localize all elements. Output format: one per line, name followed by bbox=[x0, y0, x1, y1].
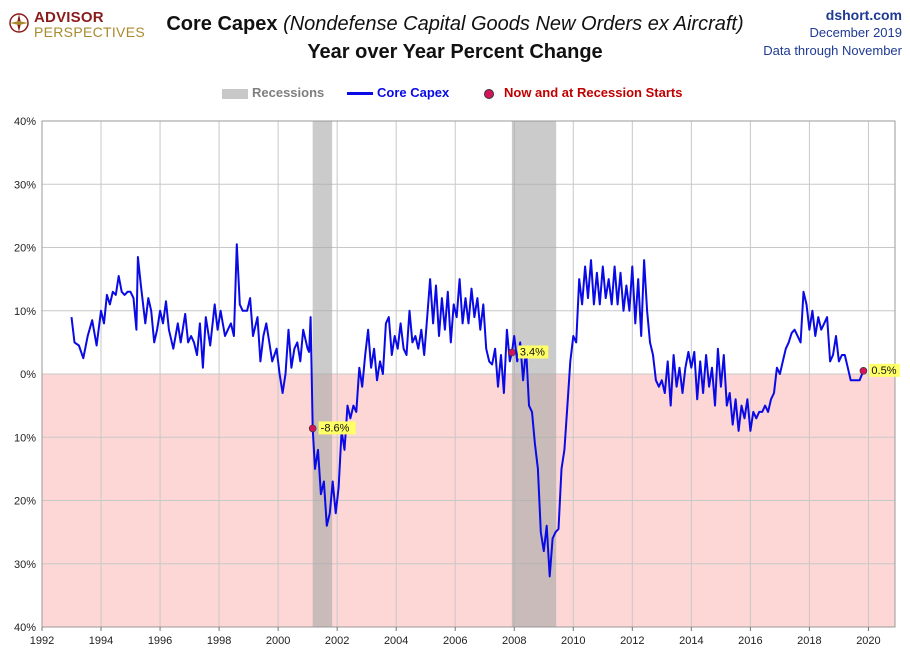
x-tick-label: 1998 bbox=[207, 635, 231, 647]
legend-label-markers: Now and at Recession Starts bbox=[504, 85, 683, 100]
x-tick-label: 2004 bbox=[384, 635, 408, 647]
chart-title-block: Core Capex (Nondefense Capital Goods New… bbox=[0, 10, 910, 66]
x-tick-label: 2002 bbox=[325, 635, 349, 647]
y-tick-label: 40% bbox=[14, 622, 36, 634]
y-tick-label: 20% bbox=[14, 243, 36, 255]
chart-title-main: Core Capex bbox=[166, 13, 278, 35]
y-tick-label: 10% bbox=[14, 306, 36, 318]
chart-legend: Recessions Core Capex Now and at Recessi… bbox=[0, 84, 910, 102]
source-info: dshort.com December 2019 Data through No… bbox=[763, 6, 902, 60]
recession-band bbox=[312, 121, 333, 627]
marker-label: 0.5% bbox=[871, 365, 896, 377]
x-tick-label: 1996 bbox=[148, 635, 172, 647]
legend-label-recessions: Recessions bbox=[252, 85, 325, 100]
legend-item-markers: Now and at Recession Starts bbox=[484, 84, 682, 102]
recession-marker bbox=[308, 424, 317, 433]
y-tick-label: 30% bbox=[14, 179, 36, 191]
y-tick-label: 20% bbox=[14, 496, 36, 508]
legend-swatch-core-capex bbox=[347, 92, 373, 96]
x-tick-label: 2018 bbox=[797, 635, 821, 647]
y-tick-label: 10% bbox=[14, 432, 36, 444]
recession-marker bbox=[859, 367, 868, 375]
compass-icon bbox=[9, 13, 29, 33]
advisor-perspectives-logo: ADVISOR PERSPECTIVES bbox=[8, 8, 145, 42]
x-tick-label: 1992 bbox=[30, 635, 54, 647]
x-tick-label: 2010 bbox=[561, 635, 585, 647]
marker-label: 3.4% bbox=[520, 346, 545, 358]
y-tick-label: 0% bbox=[20, 369, 36, 381]
recession-band bbox=[511, 121, 557, 627]
x-tick-label: 2020 bbox=[856, 635, 880, 647]
source-site: dshort.com bbox=[825, 7, 902, 23]
logo-text-line1: ADVISOR bbox=[34, 9, 104, 26]
y-tick-label: 30% bbox=[14, 559, 36, 571]
legend-item-recessions: Recessions bbox=[222, 84, 324, 102]
logo-text-line2: PERSPECTIVES bbox=[34, 24, 145, 40]
legend-swatch-recessions bbox=[222, 88, 248, 99]
series-line-core-capex bbox=[70, 243, 865, 578]
recession-marker bbox=[508, 348, 516, 357]
x-tick-label: 1994 bbox=[89, 635, 113, 647]
x-tick-label: 2000 bbox=[266, 635, 290, 647]
marker-label: -8.6% bbox=[321, 422, 350, 434]
x-tick-label: 2014 bbox=[679, 635, 703, 647]
marker-label-background bbox=[869, 363, 900, 377]
marker-label-background bbox=[318, 421, 356, 435]
x-tick-label: 2016 bbox=[738, 635, 762, 647]
legend-swatch-markers bbox=[484, 88, 494, 99]
x-tick-label: 2012 bbox=[620, 635, 644, 647]
marker-label-background bbox=[517, 345, 549, 359]
y-tick-label: 40% bbox=[14, 116, 36, 128]
chart-title-parenthetical: (Nondefense Capital Goods New Orders ex … bbox=[283, 13, 744, 35]
legend-label-core-capex: Core Capex bbox=[377, 85, 450, 100]
source-date: December 2019 bbox=[809, 25, 903, 40]
chart-subtitle: Year over Year Percent Change bbox=[307, 41, 603, 63]
chart-title: Core Capex (Nondefense Capital Goods New… bbox=[0, 10, 910, 38]
x-tick-label: 2006 bbox=[443, 635, 467, 647]
legend-item-core-capex: Core Capex bbox=[347, 84, 449, 102]
source-note: Data through November bbox=[763, 43, 902, 58]
x-tick-label: 2008 bbox=[502, 635, 526, 647]
